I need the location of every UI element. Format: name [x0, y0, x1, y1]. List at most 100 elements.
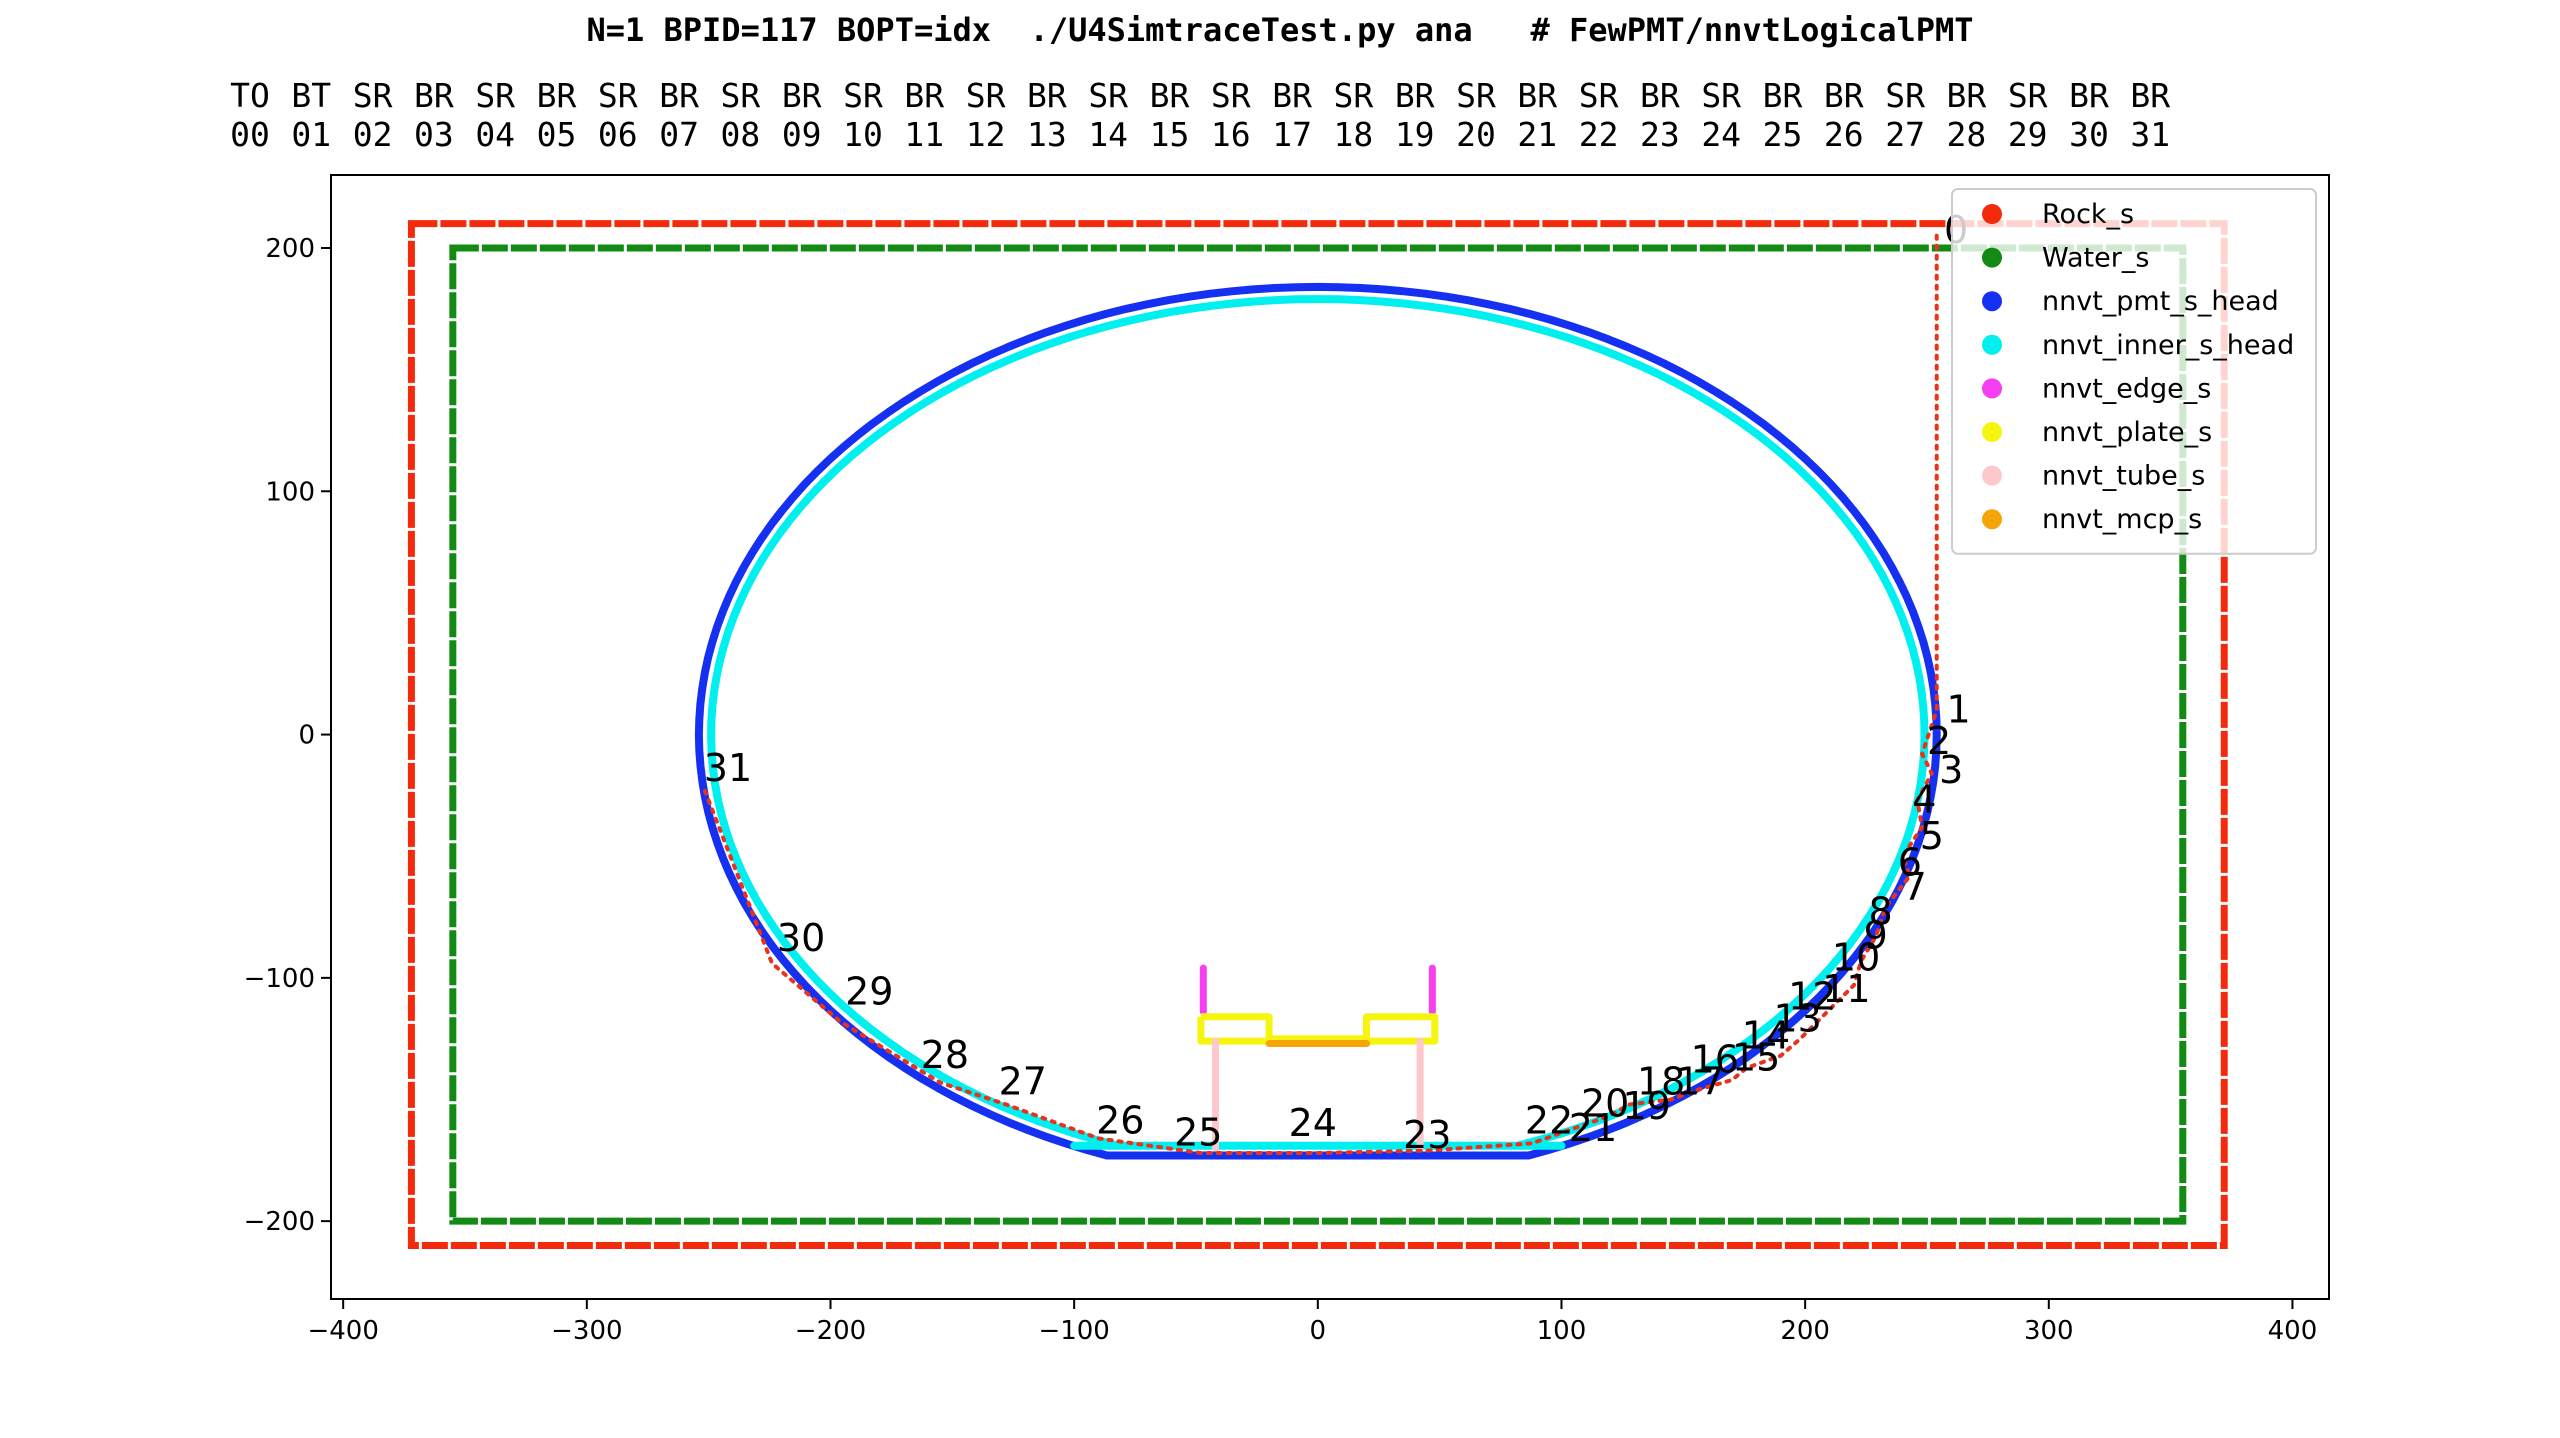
axes-frame — [330, 174, 2330, 1300]
history-flag: SR — [966, 76, 1006, 115]
history-flag: BR — [904, 76, 944, 115]
history-flag: BR — [1947, 76, 1987, 115]
legend-marker — [1982, 465, 2002, 486]
history-flag: BR — [2130, 76, 2170, 115]
history-flag: SR — [1334, 76, 1374, 115]
x-axis: −400 −300 −200 −100 0 100 200 300 400 — [307, 1299, 2317, 1346]
history-index: 31 — [2130, 115, 2170, 154]
history-flag: BR — [659, 76, 699, 115]
path-point-label: 6 — [1898, 841, 1922, 885]
history-index: 02 — [353, 115, 393, 154]
history-index: 08 — [721, 115, 761, 154]
history-flag: BR — [1763, 76, 1803, 115]
path-point-label: 9 — [1864, 914, 1888, 958]
x-tick-label: 400 — [2268, 1316, 2318, 1346]
history-index: 21 — [1517, 115, 1557, 154]
path-point-label: 24 — [1289, 1101, 1337, 1145]
path-point-label: 4 — [1912, 777, 1936, 821]
history-index: 18 — [1334, 115, 1374, 154]
path-point-label: 18 — [1637, 1060, 1685, 1104]
x-tick-label: −400 — [307, 1316, 378, 1346]
path-point-label: 12 — [1788, 975, 1836, 1019]
legend-entry: nnvt_inner_s_head — [1982, 330, 2294, 361]
legend-entry: Water_s — [1982, 243, 2149, 274]
history-flag: SR — [1456, 76, 1496, 115]
history-flag: BR — [414, 76, 454, 115]
history-index: 29 — [2008, 115, 2048, 154]
history-flag: SR — [1211, 76, 1251, 115]
legend-entry: nnvt_mcp_s — [1982, 504, 2202, 535]
legend-marker — [1982, 291, 2002, 312]
x-tick-label: −200 — [795, 1316, 866, 1346]
legend-entry: nnvt_edge_s — [1982, 373, 2211, 404]
path-point-label: 17 — [1676, 1060, 1724, 1104]
path-point-label: 28 — [921, 1033, 969, 1077]
Rock-s-series — [407, 220, 2228, 1249]
history-flag: BR — [1640, 76, 1680, 115]
history-index: 04 — [475, 115, 515, 154]
history-header: TO BT SR BR SR BR SR BR SR BR SR BR SR BR SR BR SR BR SR BR… — [230, 76, 2170, 154]
history-index: 01 — [291, 115, 331, 154]
legend-frame — [1951, 188, 2317, 555]
history-index: 03 — [414, 115, 454, 154]
history-flag: BR — [1027, 76, 1067, 115]
history-index: 15 — [1150, 115, 1190, 154]
history-flag: SR — [843, 76, 883, 115]
y-tick-label: −200 — [244, 1207, 315, 1237]
legend-marker — [1982, 204, 2002, 224]
history-index: 11 — [904, 115, 944, 154]
path-point-label: 31 — [704, 746, 752, 790]
history-index: 00 — [230, 115, 270, 154]
photon-path — [701, 233, 1939, 1155]
path-point-label: 26 — [1096, 1099, 1144, 1143]
history-flag: SR — [475, 76, 515, 115]
legend-marker — [1982, 378, 2002, 399]
legend-entry: nnvt_plate_s — [1982, 417, 2212, 448]
path-point-label: 1 — [1947, 687, 1971, 731]
history-flag: BR — [1272, 76, 1312, 115]
path-point-label: 7 — [1903, 865, 1927, 909]
history-index: 14 — [1088, 115, 1128, 154]
path-point-label: 2 — [1927, 719, 1951, 763]
path-point-label: 20 — [1581, 1082, 1629, 1126]
history-flag: SR — [1885, 76, 1925, 115]
history-flag: BT — [291, 76, 331, 115]
legend-label: nnvt_inner_s_head — [2042, 330, 2294, 361]
legend-marker — [1982, 509, 2002, 530]
history-index: 25 — [1763, 115, 1803, 154]
history-flag: SR — [353, 76, 393, 115]
nnvt-pmt-s-head-series — [694, 282, 1941, 1160]
history-index: 30 — [2069, 115, 2109, 154]
history-index: 07 — [659, 115, 699, 154]
history-flag: SR — [2008, 76, 2048, 115]
legend-label: nnvt_plate_s — [2042, 417, 2212, 448]
x-tick-label: −100 — [1038, 1316, 1109, 1346]
nnvt-edge-s-series — [1199, 964, 1436, 1016]
history-flag: SR — [598, 76, 638, 115]
path-point-label: 21 — [1569, 1106, 1617, 1150]
legend: Rock_s Water_s nnvt_pmt_s_head nnvt_inner_s… — [1951, 188, 2317, 555]
history-index: 05 — [537, 115, 577, 154]
history-index: 17 — [1272, 115, 1312, 154]
path-point-label: 8 — [1869, 889, 1893, 933]
x-tick-label: −300 — [551, 1316, 622, 1346]
nnvt-inner-s-head-series — [707, 295, 1929, 1150]
path-point-label: 10 — [1832, 936, 1880, 980]
x-tick-label: 300 — [2024, 1316, 2074, 1346]
history-index: 06 — [598, 115, 638, 154]
legend-entry: nnvt_tube_s — [1982, 461, 2205, 492]
x-tick-label: 200 — [1780, 1316, 1830, 1346]
history-flag: BR — [1395, 76, 1435, 115]
legend-label: nnvt_tube_s — [2042, 461, 2205, 492]
y-tick-label: 100 — [265, 477, 315, 507]
history-flag: BR — [1150, 76, 1190, 115]
history-index: 16 — [1211, 115, 1251, 154]
y-tick-label: 0 — [298, 721, 315, 751]
history-flag: SR — [721, 76, 761, 115]
history-index: 20 — [1456, 115, 1496, 154]
history-index: 13 — [1027, 115, 1067, 154]
history-flag: TO — [230, 76, 270, 115]
legend-label: nnvt_mcp_s — [2042, 504, 2202, 535]
path-point-label: 5 — [1920, 814, 1944, 858]
